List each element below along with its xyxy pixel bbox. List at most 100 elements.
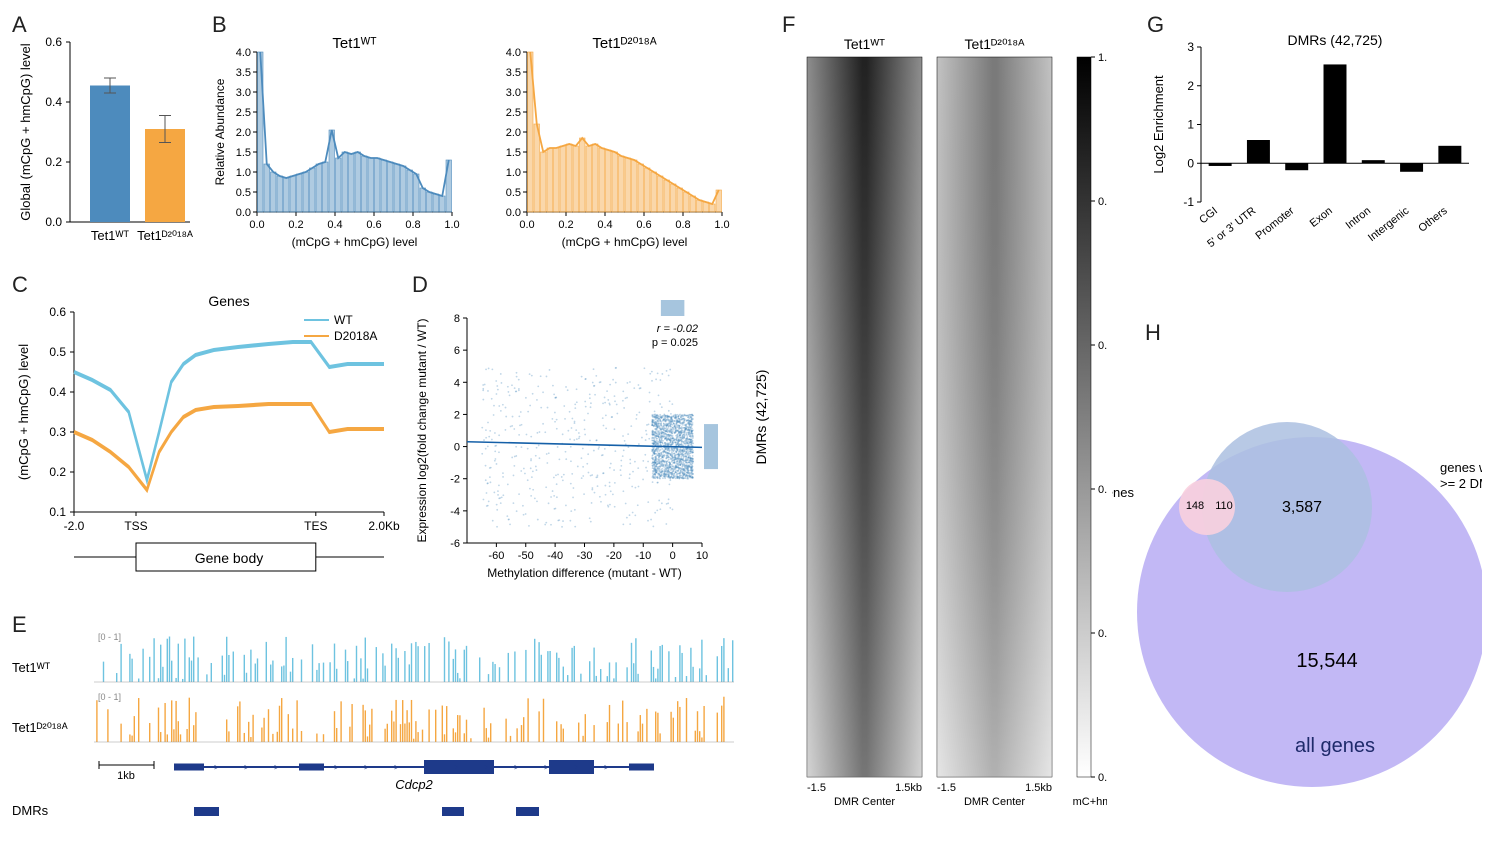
svg-text:0: 0 <box>670 550 676 562</box>
svg-text:3.5: 3.5 <box>506 67 521 79</box>
panel-c-chart: 0.10.20.30.40.50.6-2.0TSSTES2.0KbGenes(m… <box>12 287 407 607</box>
svg-text:0.2: 0.2 <box>1098 628 1107 640</box>
svg-text:-60: -60 <box>488 550 504 562</box>
svg-text:0.6: 0.6 <box>366 219 381 231</box>
svg-text:1.5kb: 1.5kb <box>1025 782 1052 794</box>
svg-text:0.5: 0.5 <box>236 187 251 199</box>
panel-g-chart: DMRs (42,725)-10123Log2 EnrichmentCGI5' … <box>1147 27 1487 307</box>
svg-text:0: 0 <box>454 442 460 454</box>
svg-text:0.8: 0.8 <box>675 219 690 231</box>
svg-text:>: > <box>574 763 579 772</box>
svg-text:-20: -20 <box>606 550 622 562</box>
svg-text:0.2: 0.2 <box>558 219 573 231</box>
svg-text:2.0: 2.0 <box>236 127 251 139</box>
svg-text:p = 0.025: p = 0.025 <box>652 337 698 349</box>
svg-text:>: > <box>514 763 519 772</box>
svg-text:-2: -2 <box>450 474 460 486</box>
svg-text:>: > <box>274 763 279 772</box>
svg-text:Log2 Enrichment: Log2 Enrichment <box>1151 75 1166 174</box>
svg-text:(mCpG + hmCpG) level: (mCpG + hmCpG) level <box>292 235 418 249</box>
svg-text:(mCpG + hmCpG) level: (mCpG + hmCpG) level <box>562 235 688 249</box>
svg-text:0.8: 0.8 <box>1098 196 1107 208</box>
svg-text:0.4: 0.4 <box>45 95 62 109</box>
svg-text:Global (mCpG + hmCpG) level: Global (mCpG + hmCpG) level <box>18 43 33 220</box>
svg-text:[0 - 1]: [0 - 1] <box>98 632 121 642</box>
svg-text:WT: WT <box>334 313 353 327</box>
svg-text:110: 110 <box>1215 500 1233 512</box>
svg-text:CGI: CGI <box>1197 205 1220 227</box>
svg-text:0: 0 <box>1187 156 1194 170</box>
svg-text:TSS: TSS <box>124 519 147 533</box>
svg-text:1: 1 <box>1187 118 1194 132</box>
svg-text:15,544: 15,544 <box>1296 650 1357 672</box>
svg-text:6: 6 <box>454 345 460 357</box>
svg-text:>: > <box>214 763 219 772</box>
svg-text:>: > <box>364 763 369 772</box>
svg-text:-6: -6 <box>450 538 460 550</box>
svg-text:Cdcp2: Cdcp2 <box>395 777 433 792</box>
svg-text:>: > <box>334 763 339 772</box>
svg-text:DMRs (42,725): DMRs (42,725) <box>753 370 769 465</box>
svg-text:-2.0: -2.0 <box>64 519 85 533</box>
svg-text:>: > <box>244 763 249 772</box>
svg-text:10: 10 <box>696 550 708 562</box>
svg-text:>: > <box>604 763 609 772</box>
svg-text:1.5kb: 1.5kb <box>895 782 922 794</box>
svg-text:Tet1ᵂᵀ: Tet1ᵂᵀ <box>332 35 377 52</box>
svg-text:1.0: 1.0 <box>506 167 521 179</box>
svg-text:>: > <box>454 763 459 772</box>
svg-text:Methylation difference (mutant: Methylation difference (mutant - WT) <box>487 566 682 580</box>
svg-text:3,587: 3,587 <box>1282 499 1322 516</box>
svg-text:2: 2 <box>454 409 460 421</box>
svg-text:Tet1ᴰ²⁰¹⁸ᴬ: Tet1ᴰ²⁰¹⁸ᴬ <box>12 720 68 735</box>
svg-text:all genes: all genes <box>1295 735 1375 757</box>
svg-text:Intergenic: Intergenic <box>1366 205 1412 245</box>
svg-text:2.5: 2.5 <box>236 107 251 119</box>
svg-text:3.0: 3.0 <box>236 87 251 99</box>
svg-text:-1.5: -1.5 <box>807 782 826 794</box>
svg-text:Tet1ᵂᵀ: Tet1ᵂᵀ <box>91 228 130 243</box>
svg-text:0.4: 0.4 <box>1098 484 1107 496</box>
svg-text:2.0: 2.0 <box>506 127 521 139</box>
svg-text:0.5: 0.5 <box>49 345 66 359</box>
svg-text:2: 2 <box>1187 79 1194 93</box>
svg-text:DE genes: DE genes <box>1112 485 1134 500</box>
svg-text:Tet1ᴰ²⁰¹⁸ᴬ: Tet1ᴰ²⁰¹⁸ᴬ <box>965 36 1026 52</box>
svg-text:0.6: 0.6 <box>45 35 62 49</box>
panel-h-venn: DE genesgenes with>= 2 DMRs1481103,58715… <box>1112 362 1482 822</box>
svg-text:0.6: 0.6 <box>636 219 651 231</box>
svg-text:Tet1ᴰ²⁰¹⁸ᴬ: Tet1ᴰ²⁰¹⁸ᴬ <box>137 228 193 243</box>
svg-text:1.5: 1.5 <box>506 147 521 159</box>
svg-text:148: 148 <box>1186 500 1204 512</box>
svg-text:genes with: genes with <box>1440 460 1482 475</box>
svg-text:0.4: 0.4 <box>49 385 66 399</box>
svg-text:Relative Abundance: Relative Abundance <box>213 78 227 185</box>
svg-text:0.5: 0.5 <box>506 187 521 199</box>
svg-text:0.0: 0.0 <box>236 207 251 219</box>
svg-text:Others: Others <box>1416 205 1450 235</box>
svg-text:Expression log2(fold change mu: Expression log2(fold change mutant / WT) <box>415 318 429 542</box>
svg-text:DMR Center: DMR Center <box>834 796 895 808</box>
svg-text:Promoter: Promoter <box>1254 205 1297 243</box>
svg-text:3.0: 3.0 <box>506 87 521 99</box>
panel-a-chart: 0.00.20.40.6Global (mCpG + hmCpG) levelT… <box>12 32 202 262</box>
svg-text:0.4: 0.4 <box>597 219 612 231</box>
svg-text:>: > <box>394 763 399 772</box>
svg-text:>: > <box>304 763 309 772</box>
svg-text:3.5: 3.5 <box>236 67 251 79</box>
svg-text:0.2: 0.2 <box>45 155 62 169</box>
panel-d-chart: -60-50-40-30-20-10010-6-4-202468r = -0.0… <box>412 290 747 595</box>
svg-text:Intron: Intron <box>1344 205 1374 232</box>
svg-text:4: 4 <box>454 377 460 389</box>
svg-text:8: 8 <box>454 313 460 325</box>
svg-text:-40: -40 <box>547 550 563 562</box>
svg-text:4.0: 4.0 <box>506 47 521 59</box>
svg-text:0.3: 0.3 <box>49 425 66 439</box>
svg-text:0.1: 0.1 <box>49 505 66 519</box>
svg-text:-50: -50 <box>518 550 534 562</box>
svg-text:0.8: 0.8 <box>405 219 420 231</box>
panel-e-track: [0 - 1]Tet1ᵂᵀ[0 - 1]Tet1ᴰ²⁰¹⁸ᴬ1kb>>>>>>>… <box>12 627 747 832</box>
svg-text:1kb: 1kb <box>117 770 135 782</box>
svg-text:TES: TES <box>304 519 327 533</box>
svg-text:-10: -10 <box>635 550 651 562</box>
